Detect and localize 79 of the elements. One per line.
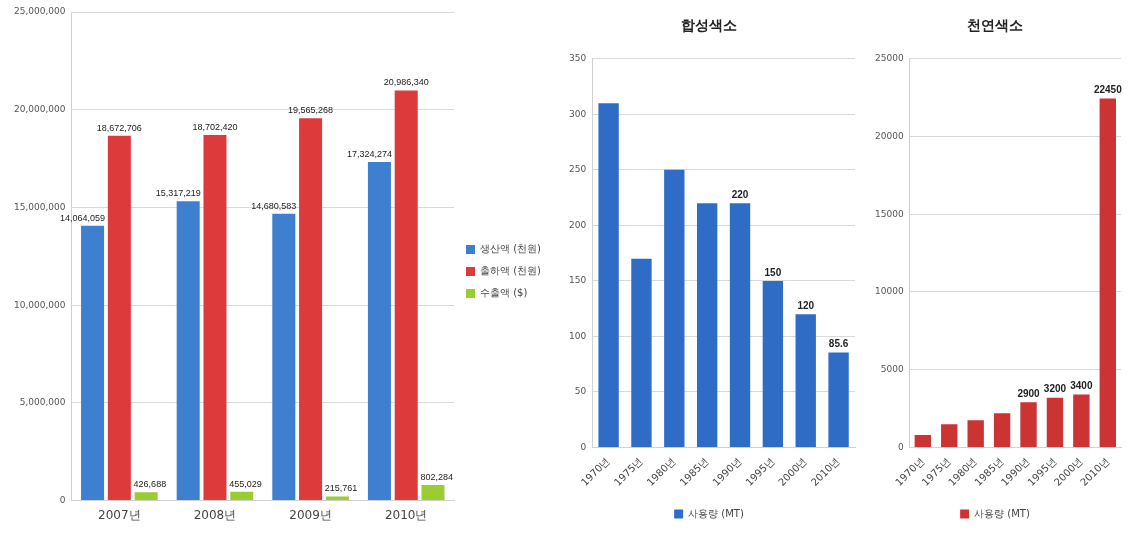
data-label: 426,688 xyxy=(133,479,167,490)
bar xyxy=(299,118,323,501)
legend-label: 출하액 (천원) xyxy=(480,265,542,277)
data-label: 150 xyxy=(764,266,782,278)
bar xyxy=(134,492,158,501)
x-tick-label: 2009년 xyxy=(289,507,332,522)
bar xyxy=(1099,98,1116,447)
y-tick-label: 0 xyxy=(897,441,904,452)
data-label: 802,284 xyxy=(420,471,454,482)
bar xyxy=(107,135,131,501)
data-label: 3400 xyxy=(1070,380,1093,392)
y-tick-label: 25,000,000 xyxy=(14,6,66,17)
bar xyxy=(81,225,105,501)
bar xyxy=(421,484,445,501)
y-tick-label: 10000 xyxy=(874,286,904,297)
bar xyxy=(325,496,349,501)
y-tick-label: 200 xyxy=(568,219,587,230)
bar xyxy=(914,435,932,447)
legend-label: 사용량 (MT) xyxy=(974,507,1030,519)
data-label: 215,761 xyxy=(324,483,358,494)
legend-label: 생산액 (천원) xyxy=(480,243,542,255)
data-label: 20,986,340 xyxy=(383,77,429,88)
chart-title: 천연색소 xyxy=(967,17,1023,34)
bar xyxy=(696,203,718,447)
bar xyxy=(993,413,1011,447)
bar xyxy=(1020,402,1037,447)
y-tick-label: 20000 xyxy=(874,130,904,141)
data-label: 14,680,583 xyxy=(251,200,297,211)
y-tick-label: 10,000,000 xyxy=(14,299,66,310)
bar xyxy=(729,203,751,447)
bar xyxy=(394,90,418,501)
legend-label: 사용량 (MT) xyxy=(688,507,744,519)
y-tick-label: 250 xyxy=(568,164,587,175)
bar xyxy=(762,280,784,447)
bar xyxy=(176,201,200,501)
y-tick-label: 350 xyxy=(568,53,587,64)
x-tick-label: 2007년 xyxy=(98,507,141,522)
data-label: 22450 xyxy=(1093,84,1123,96)
data-label: 18,672,706 xyxy=(96,122,142,133)
y-tick-label: 0 xyxy=(580,441,587,452)
y-tick-label: 25000 xyxy=(874,53,904,64)
data-label: 17,324,274 xyxy=(346,149,392,159)
y-tick-label: 300 xyxy=(568,108,587,119)
legend-label: 수출액 ($) xyxy=(480,287,528,299)
y-tick-label: 5000 xyxy=(880,364,904,375)
bar xyxy=(230,491,254,501)
y-tick-label: 50 xyxy=(574,386,587,397)
data-label: 18,702,420 xyxy=(192,122,238,133)
bar xyxy=(664,169,685,447)
data-label: 455,029 xyxy=(229,478,262,489)
data-label: 3200 xyxy=(1043,383,1067,395)
bar xyxy=(203,135,227,501)
bar xyxy=(598,103,619,447)
y-tick-label: 100 xyxy=(568,330,587,341)
data-label: 15,317,219 xyxy=(155,188,201,199)
bar xyxy=(941,424,958,447)
y-tick-label: 15000 xyxy=(874,208,904,219)
bar xyxy=(1073,394,1090,447)
x-tick-label: 2010년 xyxy=(384,507,428,522)
data-label: 19,565,268 xyxy=(288,105,334,116)
data-label: 120 xyxy=(797,299,815,311)
bar xyxy=(828,352,849,447)
data-label: 85.6 xyxy=(828,338,849,350)
y-tick-label: 20,000,000 xyxy=(14,104,66,115)
bar xyxy=(631,258,652,447)
y-tick-label: 150 xyxy=(568,275,587,286)
data-label: 220 xyxy=(731,188,749,200)
y-tick-label: 0 xyxy=(59,494,66,505)
bar xyxy=(367,162,391,501)
x-tick-label: 2008년 xyxy=(193,507,237,522)
data-label: 2900 xyxy=(1017,388,1041,400)
data-label: 14,064,059 xyxy=(60,212,106,223)
bar xyxy=(967,420,984,447)
y-tick-label: 5,000,000 xyxy=(19,397,66,408)
bar xyxy=(795,314,816,447)
y-tick-label: 15,000,000 xyxy=(14,201,66,212)
bar xyxy=(1046,397,1064,447)
bar xyxy=(272,213,296,501)
chart-title: 합성색소 xyxy=(681,17,737,34)
